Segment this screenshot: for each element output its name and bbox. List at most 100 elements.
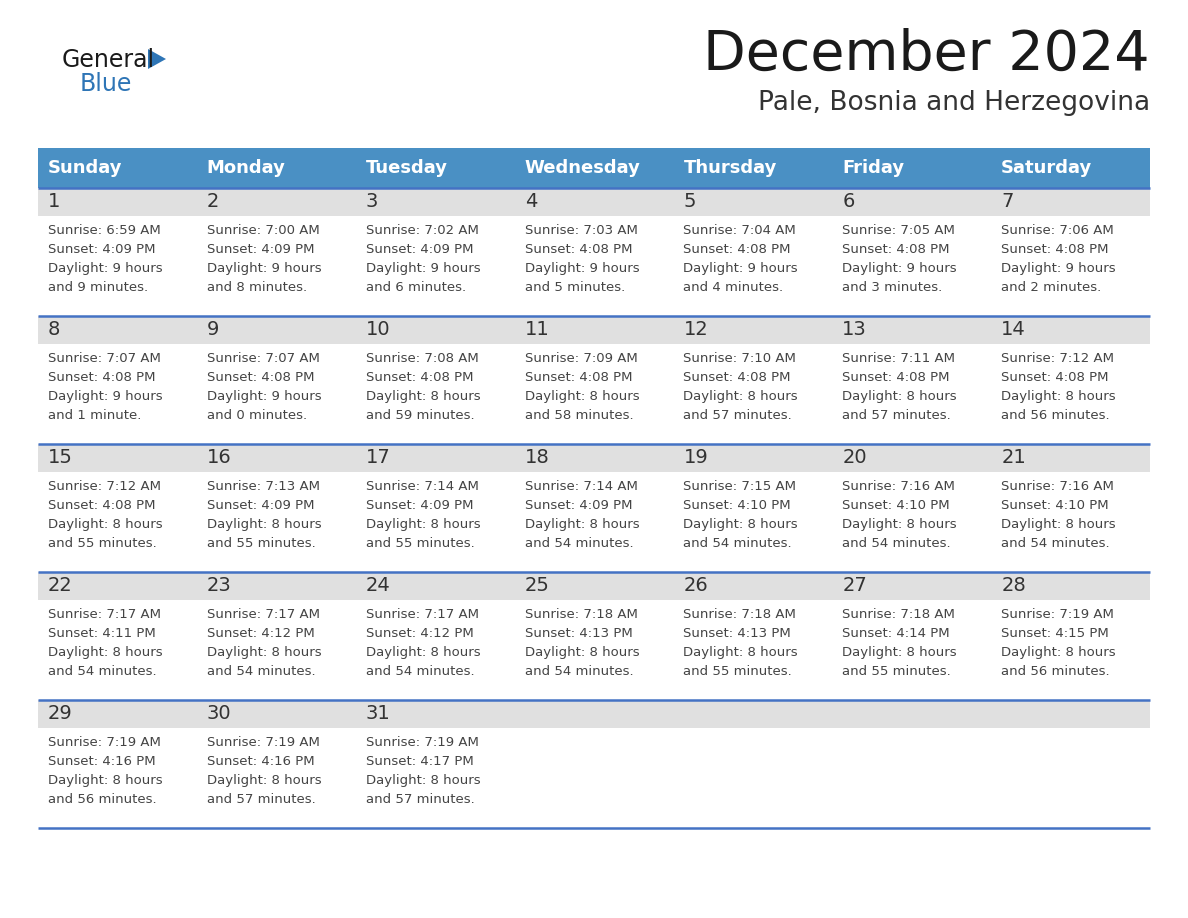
Text: Sunrise: 7:10 AM: Sunrise: 7:10 AM	[683, 352, 796, 365]
FancyBboxPatch shape	[197, 700, 355, 728]
Text: Daylight: 9 hours: Daylight: 9 hours	[207, 390, 322, 403]
FancyBboxPatch shape	[38, 188, 197, 216]
FancyBboxPatch shape	[833, 472, 991, 572]
Text: Daylight: 9 hours: Daylight: 9 hours	[48, 262, 163, 275]
FancyBboxPatch shape	[197, 472, 355, 572]
FancyBboxPatch shape	[991, 472, 1150, 572]
Text: Sunrise: 7:19 AM: Sunrise: 7:19 AM	[366, 736, 479, 749]
Text: Daylight: 9 hours: Daylight: 9 hours	[525, 262, 639, 275]
Text: 24: 24	[366, 576, 391, 595]
Text: Sunrise: 7:06 AM: Sunrise: 7:06 AM	[1001, 224, 1114, 237]
FancyBboxPatch shape	[514, 600, 674, 700]
Text: Daylight: 8 hours: Daylight: 8 hours	[1001, 518, 1116, 531]
Text: Sunset: 4:08 PM: Sunset: 4:08 PM	[1001, 371, 1108, 384]
Text: 12: 12	[683, 320, 708, 339]
Text: and 57 minutes.: and 57 minutes.	[683, 409, 792, 422]
FancyBboxPatch shape	[833, 728, 991, 828]
Text: Sunset: 4:13 PM: Sunset: 4:13 PM	[683, 627, 791, 640]
FancyBboxPatch shape	[38, 316, 197, 344]
FancyBboxPatch shape	[38, 216, 197, 316]
Text: and 56 minutes.: and 56 minutes.	[48, 793, 157, 806]
Text: 30: 30	[207, 704, 232, 723]
Text: December 2024: December 2024	[703, 28, 1150, 82]
Text: and 55 minutes.: and 55 minutes.	[842, 665, 952, 678]
Text: Sunset: 4:08 PM: Sunset: 4:08 PM	[1001, 243, 1108, 256]
Text: and 58 minutes.: and 58 minutes.	[525, 409, 633, 422]
FancyBboxPatch shape	[991, 188, 1150, 216]
Text: Sunset: 4:09 PM: Sunset: 4:09 PM	[48, 243, 156, 256]
Text: 21: 21	[1001, 448, 1026, 467]
FancyBboxPatch shape	[991, 444, 1150, 472]
FancyBboxPatch shape	[38, 344, 197, 444]
Text: 18: 18	[525, 448, 549, 467]
Text: Sunrise: 7:07 AM: Sunrise: 7:07 AM	[48, 352, 160, 365]
Text: and 57 minutes.: and 57 minutes.	[842, 409, 952, 422]
Text: Daylight: 8 hours: Daylight: 8 hours	[48, 518, 163, 531]
FancyBboxPatch shape	[674, 444, 833, 472]
FancyBboxPatch shape	[991, 600, 1150, 700]
Text: and 54 minutes.: and 54 minutes.	[207, 665, 316, 678]
Text: Sunrise: 7:09 AM: Sunrise: 7:09 AM	[525, 352, 637, 365]
FancyBboxPatch shape	[514, 188, 674, 216]
Text: Daylight: 8 hours: Daylight: 8 hours	[525, 390, 639, 403]
Text: Sunset: 4:08 PM: Sunset: 4:08 PM	[683, 371, 791, 384]
FancyBboxPatch shape	[38, 444, 197, 472]
Text: Daylight: 8 hours: Daylight: 8 hours	[207, 774, 322, 787]
FancyBboxPatch shape	[38, 572, 197, 600]
Text: Sunset: 4:09 PM: Sunset: 4:09 PM	[207, 243, 315, 256]
Text: Sunrise: 7:17 AM: Sunrise: 7:17 AM	[207, 608, 320, 621]
Text: and 8 minutes.: and 8 minutes.	[207, 281, 307, 294]
FancyBboxPatch shape	[355, 344, 514, 444]
Text: Sunrise: 7:15 AM: Sunrise: 7:15 AM	[683, 480, 796, 493]
Text: Sunset: 4:09 PM: Sunset: 4:09 PM	[366, 243, 473, 256]
Text: Sunset: 4:11 PM: Sunset: 4:11 PM	[48, 627, 156, 640]
Text: Sunrise: 7:11 AM: Sunrise: 7:11 AM	[842, 352, 955, 365]
Text: Daylight: 8 hours: Daylight: 8 hours	[48, 646, 163, 659]
Text: Daylight: 8 hours: Daylight: 8 hours	[683, 646, 798, 659]
FancyBboxPatch shape	[991, 216, 1150, 316]
Text: and 56 minutes.: and 56 minutes.	[1001, 409, 1110, 422]
FancyBboxPatch shape	[674, 316, 833, 344]
Text: Daylight: 8 hours: Daylight: 8 hours	[366, 390, 480, 403]
Text: Daylight: 9 hours: Daylight: 9 hours	[207, 262, 322, 275]
Text: 23: 23	[207, 576, 232, 595]
FancyBboxPatch shape	[38, 148, 1150, 188]
Text: 27: 27	[842, 576, 867, 595]
Text: Daylight: 8 hours: Daylight: 8 hours	[842, 646, 956, 659]
Text: 5: 5	[683, 192, 696, 211]
FancyBboxPatch shape	[355, 728, 514, 828]
Text: Monday: Monday	[207, 159, 286, 177]
FancyBboxPatch shape	[355, 188, 514, 216]
FancyBboxPatch shape	[833, 188, 991, 216]
Text: Sunrise: 7:03 AM: Sunrise: 7:03 AM	[525, 224, 638, 237]
Text: and 3 minutes.: and 3 minutes.	[842, 281, 942, 294]
Text: Sunset: 4:08 PM: Sunset: 4:08 PM	[842, 243, 949, 256]
Text: and 9 minutes.: and 9 minutes.	[48, 281, 148, 294]
Text: and 54 minutes.: and 54 minutes.	[683, 537, 792, 550]
Text: Sunset: 4:16 PM: Sunset: 4:16 PM	[48, 755, 156, 768]
FancyBboxPatch shape	[355, 600, 514, 700]
FancyBboxPatch shape	[674, 344, 833, 444]
Text: Sunrise: 7:07 AM: Sunrise: 7:07 AM	[207, 352, 320, 365]
FancyBboxPatch shape	[514, 728, 674, 828]
Text: Daylight: 8 hours: Daylight: 8 hours	[207, 646, 322, 659]
Text: 13: 13	[842, 320, 867, 339]
FancyBboxPatch shape	[38, 472, 197, 572]
Text: Sunrise: 7:18 AM: Sunrise: 7:18 AM	[525, 608, 638, 621]
FancyBboxPatch shape	[197, 316, 355, 344]
Text: 29: 29	[48, 704, 72, 723]
Text: Sunrise: 7:08 AM: Sunrise: 7:08 AM	[366, 352, 479, 365]
Text: and 0 minutes.: and 0 minutes.	[207, 409, 307, 422]
Text: 20: 20	[842, 448, 867, 467]
Text: Sunrise: 7:12 AM: Sunrise: 7:12 AM	[1001, 352, 1114, 365]
FancyBboxPatch shape	[833, 572, 991, 600]
Text: 2: 2	[207, 192, 220, 211]
Text: 26: 26	[683, 576, 708, 595]
Text: Sunrise: 7:12 AM: Sunrise: 7:12 AM	[48, 480, 162, 493]
Text: Sunset: 4:15 PM: Sunset: 4:15 PM	[1001, 627, 1108, 640]
Text: Sunset: 4:08 PM: Sunset: 4:08 PM	[207, 371, 315, 384]
Text: Sunset: 4:08 PM: Sunset: 4:08 PM	[525, 243, 632, 256]
Text: Sunset: 4:17 PM: Sunset: 4:17 PM	[366, 755, 474, 768]
Text: Sunset: 4:12 PM: Sunset: 4:12 PM	[366, 627, 474, 640]
Text: 19: 19	[683, 448, 708, 467]
